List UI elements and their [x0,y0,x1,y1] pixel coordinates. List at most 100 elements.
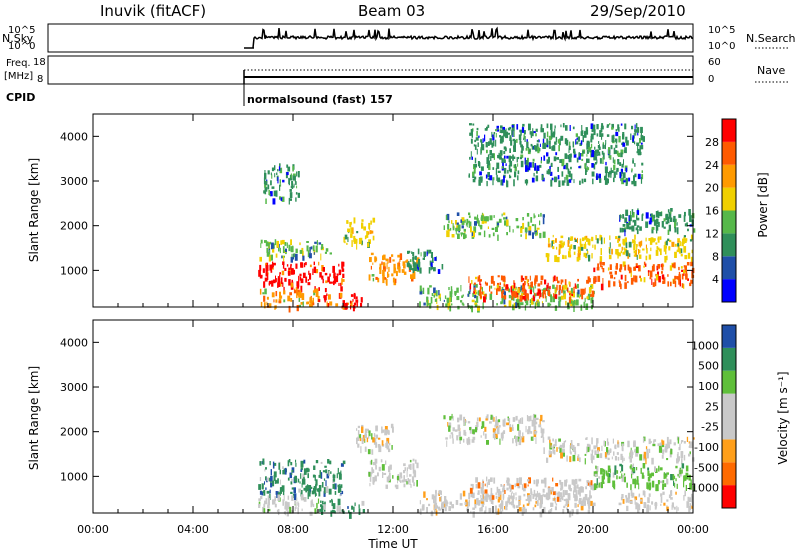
heatmap-cell [676,505,678,513]
heatmap-cell [270,482,273,488]
heatmap-cell [341,278,343,285]
heatmap-cell [584,287,586,294]
heatmap-cell [516,294,518,297]
heatmap-cell [511,129,513,136]
heatmap-cell [501,213,503,217]
heatmap-cell [469,487,473,494]
heatmap-cell [590,284,594,289]
heatmap-cell [272,198,276,205]
heatmap-cell [521,277,525,281]
heatmap-cell [563,165,566,170]
heatmap-cell [516,477,519,483]
heatmap-cell [368,430,371,437]
heatmap-cell [281,255,283,259]
heatmap-cell [477,490,480,495]
heatmap-cell [597,447,600,452]
heatmap-cell [655,242,658,245]
colorbar-tick-label: 25 [705,400,719,413]
heatmap-cell [602,481,605,484]
heatmap-cell [529,289,532,295]
heatmap-cell [685,484,687,491]
heatmap-cell [620,266,622,273]
heatmap-cell [291,469,294,473]
heatmap-cell [279,469,281,475]
heatmap-cell [486,482,488,488]
heatmap-cell [584,131,586,138]
heatmap-cell [676,222,678,226]
heatmap-cell [615,131,619,137]
heatmap-cell [514,166,517,172]
heatmap-cell [441,502,445,509]
heatmap-cell [569,245,571,250]
heatmap-cell [626,505,629,512]
heatmap-cell [632,239,635,244]
heatmap-cell [484,216,487,222]
heatmap-cell [320,505,324,510]
heatmap-cell [680,451,684,455]
heatmap-cell [613,147,616,155]
heatmap-cell [276,509,280,512]
heatmap-cell [520,154,524,158]
heatmap-cell [296,291,298,299]
heatmap-cell [524,295,527,301]
heatmap-cell [681,463,685,469]
heatmap-cell [506,480,508,483]
heatmap-cell [680,248,683,254]
heatmap-cell [634,129,637,133]
heatmap-cell [591,171,595,177]
heatmap-cell [654,502,658,507]
heatmap-cell [515,497,517,501]
heatmap-cell [294,506,296,512]
heatmap-cell [379,267,382,274]
heatmap-cell [623,473,626,476]
heatmap-cell [622,224,626,227]
heatmap-cell [543,142,546,149]
heatmap-cell [573,305,575,312]
heatmap-cell [603,469,606,474]
heatmap-cell [382,276,385,284]
heatmap-cell [630,277,634,285]
heatmap-cell [541,431,544,438]
heatmap-cell [426,507,428,513]
heatmap-cell [601,123,604,127]
heatmap-cell [558,438,561,442]
heatmap-cell [474,221,477,226]
heatmap-cell [524,275,528,280]
heatmap-cell [470,138,473,144]
heatmap-cell [565,174,569,180]
heatmap-cell [520,144,523,148]
heatmap-cell [375,276,378,280]
heatmap-cell [520,302,524,306]
heatmap-cell [411,265,413,270]
heatmap-cell [423,491,426,498]
heatmap-cell [352,227,354,234]
heatmap-cell [508,294,511,299]
heatmap-cell [534,292,536,297]
heatmap-cell [398,477,401,482]
heatmap-cell [516,157,518,163]
heatmap-cell [645,244,647,250]
heatmap-cell [598,483,600,488]
heatmap-cell [269,461,271,466]
heatmap-cell [357,443,360,448]
heatmap-cell [673,442,676,446]
heatmap-cell [625,497,628,503]
heatmap-cell [498,496,500,500]
heatmap-cell [656,227,658,234]
heatmap-cell [419,500,421,505]
heatmap-cell [492,177,495,181]
heatmap-cell [403,271,407,275]
heatmap-cell [631,168,633,171]
heatmap-cell [639,138,641,144]
heatmap-cell [472,436,476,440]
heatmap-cell [507,127,511,131]
heatmap-cell [550,123,553,130]
heatmap-cell [368,435,370,439]
heatmap-cell [279,487,282,492]
heatmap-cell [391,445,393,450]
heatmap-cell [624,274,627,282]
heatmap-cell [274,503,277,508]
heatmap-cell [468,215,471,218]
nsearch-label: N.Search [746,32,796,45]
